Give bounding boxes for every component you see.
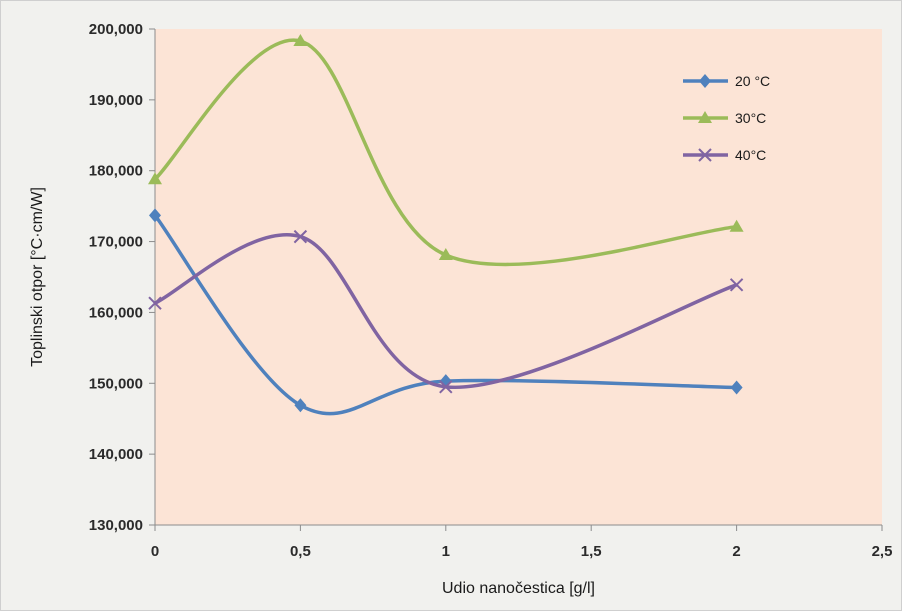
- legend-marker-3: [698, 148, 712, 162]
- series-3-point: [439, 380, 453, 394]
- series-2-point: [438, 248, 453, 261]
- series-1-point: [730, 380, 743, 395]
- marker-stroke: [729, 278, 744, 292]
- series-3-point: [148, 296, 162, 310]
- y-tick-label: 140,000: [89, 446, 143, 463]
- x-tick-label: 1,5: [581, 543, 602, 560]
- y-tick-label: 130,000: [89, 517, 143, 534]
- y-tick-label: 150,000: [89, 375, 143, 392]
- x-axis-ticks: 0 0,5 1 1,5 2 2,5: [151, 525, 893, 560]
- marker-stroke: [698, 148, 712, 162]
- y-axis-ticks: 130,000 140,000 150,000 160,000 170,000 180,0…: [89, 21, 155, 534]
- y-tick-label: 170,000: [89, 234, 143, 251]
- legend-label-1: 20 °C: [735, 73, 770, 89]
- marker-stroke: [293, 229, 308, 244]
- legend-marker-1: [699, 74, 711, 88]
- series-1-point: [294, 398, 307, 413]
- series-2-point: [729, 219, 744, 232]
- y-tick-label: 190,000: [89, 92, 143, 109]
- marker-stroke: [148, 296, 162, 310]
- series-2-point: [148, 172, 162, 185]
- plot-area: [155, 29, 882, 525]
- legend: 20 °C 30°C 40°C: [683, 73, 770, 163]
- legend-label-2: 30°C: [735, 110, 766, 126]
- x-axis-title: Udio nanočestica [g/l]: [442, 580, 595, 597]
- x-tick-label: 2,5: [872, 543, 893, 560]
- series-3-point: [729, 278, 744, 292]
- series-1-point: [149, 208, 161, 223]
- series-line-2: [153, 38, 737, 267]
- series-3-point: [293, 229, 308, 244]
- x-tick-label: 0: [151, 543, 159, 560]
- y-tick-label: 200,000: [89, 21, 143, 38]
- series-layer: [148, 34, 744, 416]
- y-tick-label: 180,000: [89, 163, 143, 180]
- marker-stroke: [439, 380, 453, 394]
- x-tick-label: 0,5: [290, 543, 311, 560]
- series-line-1: [153, 214, 737, 416]
- x-tick-label: 2: [732, 543, 740, 560]
- legend-marker-2: [698, 111, 712, 123]
- y-axis-title: Toplinski otpor [°C·cm/W]: [29, 187, 46, 367]
- series-line-3: [154, 233, 738, 390]
- y-tick-label: 160,000: [89, 304, 143, 321]
- legend-label-3: 40°C: [735, 147, 766, 163]
- series-2-point: [293, 34, 308, 47]
- x-tick-label: 1: [442, 543, 450, 560]
